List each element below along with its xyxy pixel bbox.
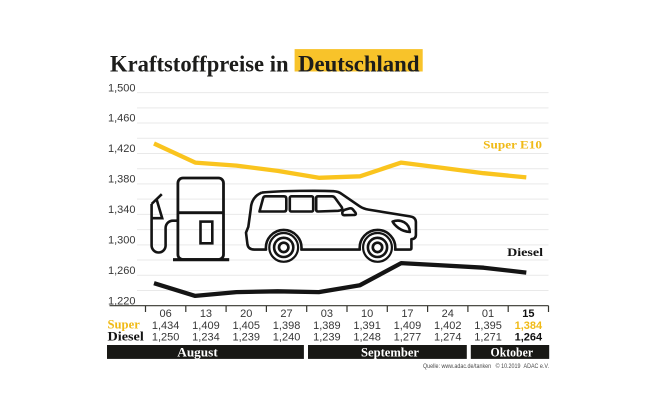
svg-text:Diesel: Diesel [507,247,543,259]
svg-text:1,434: 1,434 [152,320,180,332]
svg-text:1,239: 1,239 [232,332,260,344]
svg-text:1,271: 1,271 [474,332,502,344]
svg-text:1,398: 1,398 [273,320,301,332]
svg-text:1,264: 1,264 [515,332,543,344]
svg-text:20: 20 [240,308,252,320]
svg-text:1,384: 1,384 [515,320,543,332]
svg-text:1,234: 1,234 [192,332,220,344]
svg-text:01: 01 [482,308,494,320]
svg-text:1,460: 1,460 [108,113,136,125]
svg-text:1,239: 1,239 [313,332,341,344]
svg-text:17: 17 [401,308,413,320]
svg-text:10: 10 [361,308,373,320]
svg-text:Super E10: Super E10 [483,140,542,152]
svg-text:Diesel: Diesel [108,330,145,344]
svg-text:September: September [361,345,419,359]
svg-text:1,395: 1,395 [474,320,502,332]
svg-text:1,380: 1,380 [108,174,136,186]
svg-text:Super: Super [108,317,141,331]
svg-text:Deutschland: Deutschland [298,52,420,77]
svg-text:1,274: 1,274 [434,332,462,344]
svg-text:1,389: 1,389 [313,320,341,332]
svg-text:Kraftstoffpreise in: Kraftstoffpreise in [110,52,289,77]
svg-text:1,409: 1,409 [192,320,220,332]
svg-text:August: August [177,345,218,359]
svg-text:1,409: 1,409 [394,320,422,332]
svg-text:Oktober: Oktober [491,345,534,359]
svg-text:1,391: 1,391 [353,320,381,332]
svg-text:03: 03 [321,308,333,320]
svg-text:1,402: 1,402 [434,320,462,332]
svg-text:1,500: 1,500 [108,82,136,94]
svg-text:1,420: 1,420 [108,143,136,155]
svg-text:1,250: 1,250 [152,332,180,344]
svg-text:1,340: 1,340 [108,204,136,216]
svg-text:1,248: 1,248 [353,332,381,344]
svg-text:1,220: 1,220 [108,295,136,307]
svg-text:Quelle: www.adac.de/tanken ©: Quelle: www.adac.de/tanken © 10.2019 ADA… [423,362,549,370]
svg-text:13: 13 [200,308,212,320]
svg-text:06: 06 [160,308,172,320]
svg-text:1,260: 1,260 [108,265,136,277]
svg-text:15: 15 [522,308,534,320]
svg-text:1,240: 1,240 [273,332,301,344]
svg-text:1,277: 1,277 [394,332,422,344]
svg-text:27: 27 [280,308,292,320]
svg-text:1,405: 1,405 [232,320,260,332]
svg-text:1,300: 1,300 [108,235,136,247]
svg-text:24: 24 [442,308,454,320]
